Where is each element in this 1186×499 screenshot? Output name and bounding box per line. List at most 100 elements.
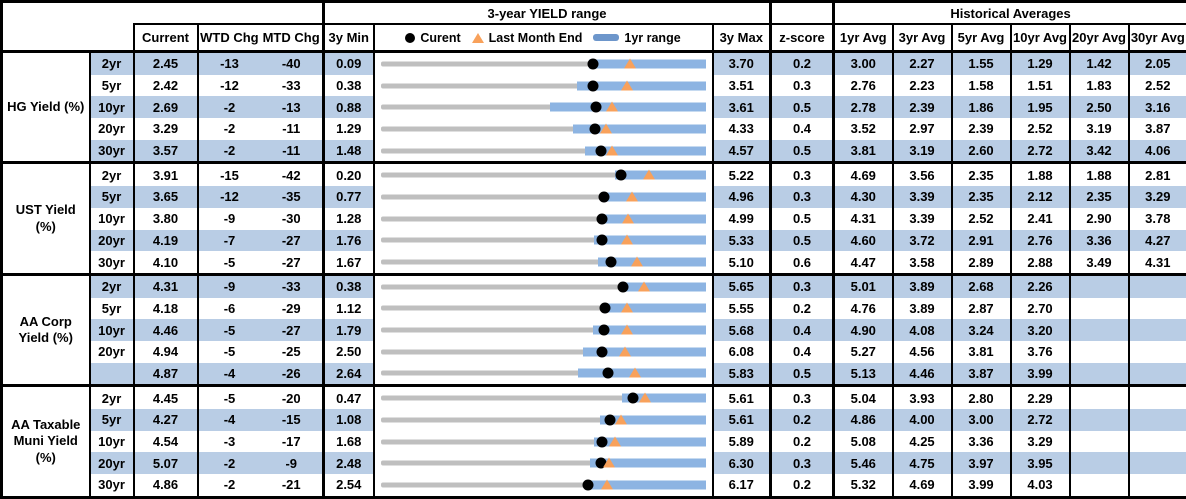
yield-range-chart xyxy=(375,452,712,474)
cell-current: 4.54 xyxy=(134,431,198,453)
cell-tenor: 5yr xyxy=(90,409,134,431)
legend-current: Curent xyxy=(405,31,460,45)
cell-z-score: 0.3 xyxy=(771,75,834,97)
cell-3y-max: 5.61 xyxy=(713,386,771,409)
cell-wtd-chg: -12 xyxy=(198,75,261,97)
cell-yield-range-chart xyxy=(374,409,713,431)
cell-yield-range-chart xyxy=(374,319,713,341)
cell-3y-min: 1.68 xyxy=(324,431,374,453)
yield-range-chart xyxy=(375,298,712,320)
corner-blank xyxy=(2,2,134,52)
cell-current: 3.80 xyxy=(134,208,198,230)
cell-3y-min: 0.09 xyxy=(324,52,374,75)
cell-mtd-chg: -11 xyxy=(261,140,324,163)
last-month-end-triangle xyxy=(638,281,650,291)
cell-wtd-chg: -5 xyxy=(198,341,261,363)
cell-3y-min: 0.38 xyxy=(324,75,374,97)
cell-avg-5yr-avg: 3.99 xyxy=(952,474,1011,497)
col-header-3y-min: 3y Min xyxy=(324,24,374,52)
cell-z-score: 0.3 xyxy=(771,452,834,474)
cell-avg-1yr-avg: 5.27 xyxy=(834,341,893,363)
cell-avg-5yr-avg: 2.39 xyxy=(952,118,1011,140)
cell-avg-20yr-avg: 1.88 xyxy=(1070,163,1129,186)
cell-z-score: 0.5 xyxy=(771,230,834,252)
cell-avg-30yr-avg xyxy=(1129,474,1186,497)
cell-3y-min: 1.79 xyxy=(324,319,374,341)
cell-wtd-chg: -4 xyxy=(198,363,261,386)
cell-z-score: 0.2 xyxy=(771,52,834,75)
last-month-end-triangle xyxy=(606,102,618,112)
yield-range-chart xyxy=(375,186,712,208)
zscore-spacer xyxy=(771,2,834,25)
cell-3y-max: 5.65 xyxy=(713,274,771,297)
cell-avg-1yr-avg: 4.47 xyxy=(834,251,893,274)
cell-mtd-chg: -40 xyxy=(261,52,324,75)
cell-tenor: 20yr xyxy=(90,341,134,363)
current-dot-icon xyxy=(405,33,415,43)
cell-3y-max: 6.30 xyxy=(713,452,771,474)
yield-range-chart xyxy=(375,208,712,230)
cell-wtd-chg: -2 xyxy=(198,474,261,497)
cell-z-score: 0.6 xyxy=(771,251,834,274)
cell-avg-10yr-avg: 1.95 xyxy=(1011,96,1070,118)
1yr-range-bar xyxy=(615,171,706,180)
cell-wtd-chg: -5 xyxy=(198,251,261,274)
cell-avg-30yr-avg: 3.78 xyxy=(1129,208,1186,230)
cell-avg-10yr-avg: 3.99 xyxy=(1011,363,1070,386)
cell-tenor: 2yr xyxy=(90,274,134,297)
section-label: HG Yield (%) xyxy=(2,52,90,163)
cell-mtd-chg: -13 xyxy=(261,96,324,118)
cell-avg-3yr-avg: 3.72 xyxy=(893,230,952,252)
cell-avg-5yr-avg: 3.00 xyxy=(952,409,1011,431)
cell-current: 2.69 xyxy=(134,96,198,118)
cell-avg-30yr-avg: 2.05 xyxy=(1129,52,1186,75)
cell-3y-min: 1.76 xyxy=(324,230,374,252)
current-dot xyxy=(600,303,611,314)
cell-tenor: 2yr xyxy=(90,163,134,186)
current-dot xyxy=(587,80,598,91)
cell-avg-3yr-avg: 3.39 xyxy=(893,208,952,230)
yield-range-chart xyxy=(375,230,712,252)
cell-yield-range-chart xyxy=(374,75,713,97)
cell-avg-30yr-avg: 4.06 xyxy=(1129,140,1186,163)
cell-avg-5yr-avg: 2.89 xyxy=(952,251,1011,274)
cell-avg-20yr-avg xyxy=(1070,386,1129,409)
cell-avg-5yr-avg: 1.55 xyxy=(952,52,1011,75)
col-header-3y-max: 3y Max xyxy=(713,24,771,52)
cell-avg-30yr-avg xyxy=(1129,386,1186,409)
current-dot xyxy=(588,58,599,69)
last-month-end-triangle xyxy=(606,145,618,155)
cell-avg-3yr-avg: 3.89 xyxy=(893,298,952,320)
cell-z-score: 0.4 xyxy=(771,319,834,341)
cell-3y-max: 5.89 xyxy=(713,431,771,453)
cell-3y-max: 5.33 xyxy=(713,230,771,252)
cell-avg-1yr-avg: 3.52 xyxy=(834,118,893,140)
cell-mtd-chg: -33 xyxy=(261,75,324,97)
cell-avg-20yr-avg xyxy=(1070,474,1129,497)
cell-current: 4.19 xyxy=(134,230,198,252)
cell-avg-30yr-avg xyxy=(1129,274,1186,297)
col-header-mtd: MTD Chg xyxy=(260,30,322,45)
cell-3y-min: 1.12 xyxy=(324,298,374,320)
last-month-end-triangle xyxy=(643,170,655,180)
cell-avg-20yr-avg xyxy=(1070,431,1129,453)
cell-avg-10yr-avg: 2.70 xyxy=(1011,298,1070,320)
cell-avg-10yr-avg: 2.72 xyxy=(1011,140,1070,163)
cell-wtd-chg: -9 xyxy=(198,274,261,297)
cell-mtd-chg: -27 xyxy=(261,251,324,274)
cell-yield-range-chart xyxy=(374,341,713,363)
cell-avg-10yr-avg: 2.76 xyxy=(1011,230,1070,252)
cell-avg-1yr-avg: 5.13 xyxy=(834,363,893,386)
cell-avg-20yr-avg: 2.90 xyxy=(1070,208,1129,230)
cell-current: 3.29 xyxy=(134,118,198,140)
